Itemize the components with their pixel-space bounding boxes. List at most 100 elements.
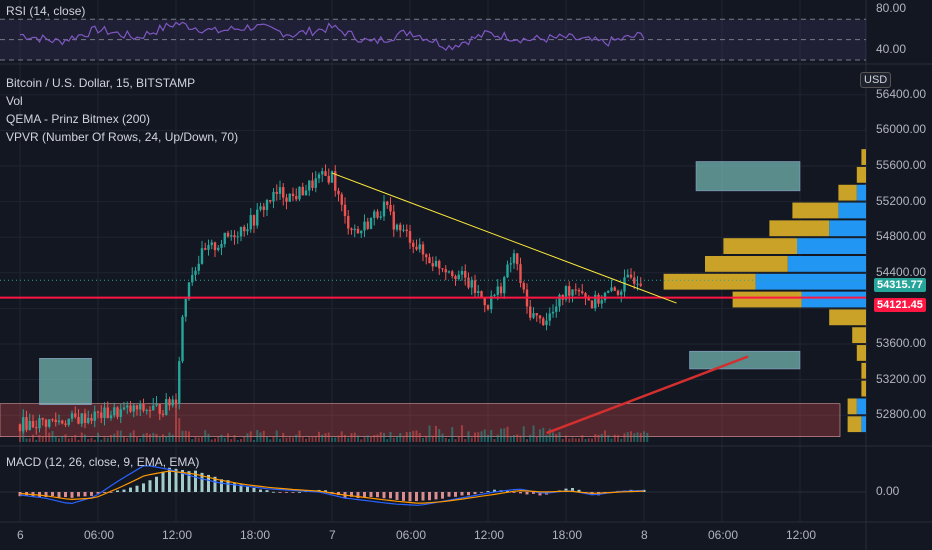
candle-body xyxy=(181,316,184,362)
volume-bar xyxy=(526,439,528,442)
vpvr-down-bar xyxy=(856,345,866,361)
candle-body xyxy=(265,200,269,210)
candle-body xyxy=(425,254,428,258)
price-tick-label: 55200.00 xyxy=(876,193,927,208)
volume-bar xyxy=(236,439,239,442)
macd-line xyxy=(19,465,645,506)
candle-body xyxy=(252,215,256,226)
vpvr-down-bar xyxy=(852,327,866,344)
volume-bar xyxy=(360,439,363,442)
candle-body xyxy=(243,226,246,232)
volume-bar xyxy=(41,436,44,442)
volume-bar xyxy=(409,432,411,442)
volume-bar xyxy=(444,437,447,442)
candle-body xyxy=(512,253,516,264)
volume-bar xyxy=(210,439,213,442)
volume-bar xyxy=(126,437,129,442)
volume-bar xyxy=(581,435,584,442)
candle-body xyxy=(522,282,525,290)
candle-body xyxy=(577,290,581,292)
macd-hist-bar xyxy=(356,492,360,499)
macd-hist-bar xyxy=(135,485,139,492)
macd-hist-bar xyxy=(428,492,431,501)
volume-bar xyxy=(548,428,551,442)
candle-body xyxy=(210,242,213,246)
vpvr-up-bar xyxy=(801,291,866,308)
candle-body xyxy=(291,193,295,197)
macd-hist-bar xyxy=(532,492,535,494)
macd-hist-bar xyxy=(44,492,48,498)
candle-body xyxy=(70,413,74,419)
volume-bar xyxy=(308,436,311,442)
macd-hist-bar xyxy=(187,471,191,492)
volume-bar xyxy=(171,434,174,442)
volume-bar xyxy=(454,439,457,442)
candle-body xyxy=(457,274,460,280)
volume-bar xyxy=(223,437,226,442)
volume-bar xyxy=(509,436,512,442)
volume-bar xyxy=(392,437,395,442)
candle-body xyxy=(67,418,70,425)
volume-bar xyxy=(487,434,489,442)
volume-bar xyxy=(61,435,64,442)
currency-label[interactable]: USD xyxy=(860,72,892,88)
vpvr-down-bar xyxy=(856,166,866,183)
candle-body xyxy=(226,232,230,237)
volume-bar xyxy=(207,433,210,442)
macd-hist-bar xyxy=(226,480,230,492)
vpvr-up-bar xyxy=(829,220,866,237)
macd-hist-bar xyxy=(486,491,490,492)
volume-bar xyxy=(353,432,356,442)
candle-body xyxy=(246,229,249,232)
candle-body xyxy=(503,277,506,294)
candle-body xyxy=(499,286,503,294)
candles xyxy=(18,164,642,437)
candle-body xyxy=(308,180,311,191)
volume-bar xyxy=(321,434,324,442)
volume-bar xyxy=(324,433,327,442)
macd-legend: MACD (12, 26, close, 9, EMA, EMA) xyxy=(6,455,200,469)
volume-bar xyxy=(80,432,83,442)
volume-bar xyxy=(363,437,366,442)
candle-body xyxy=(64,423,67,425)
volume-bar xyxy=(71,437,73,442)
vpvr-up-bar xyxy=(856,398,866,415)
volume-bar xyxy=(555,434,558,442)
time-tick-label: 18:00 xyxy=(552,528,583,542)
price-tick-label: 56400.00 xyxy=(876,86,927,101)
volume-bar xyxy=(594,434,597,442)
candle-body xyxy=(340,194,343,205)
volume-bar xyxy=(191,439,194,442)
candle-body xyxy=(538,315,542,319)
macd-hist-bar xyxy=(389,492,392,499)
candle-body xyxy=(610,287,613,291)
volume-bar xyxy=(461,425,463,442)
candle-body xyxy=(470,280,473,288)
volume-bar xyxy=(220,434,223,442)
macd-hist-bar xyxy=(519,492,522,494)
vpvr-up-bar xyxy=(856,184,866,201)
volume-bar xyxy=(334,437,337,442)
volume-bar xyxy=(347,437,350,442)
volume-bar xyxy=(474,432,476,442)
candle-body xyxy=(444,269,447,273)
candle-body xyxy=(236,236,239,238)
volume-bar xyxy=(314,435,317,442)
candle-body xyxy=(347,215,350,229)
volume-bar xyxy=(266,436,268,442)
candle-body xyxy=(428,257,431,264)
macd-hist-bar xyxy=(168,467,171,492)
candle-body xyxy=(28,421,31,430)
macd-hist-bar xyxy=(272,491,275,493)
candle-body xyxy=(213,242,217,251)
candle-body xyxy=(376,211,379,218)
candle-body xyxy=(408,231,412,243)
volume-bar xyxy=(457,436,460,442)
volume-bar xyxy=(340,431,343,442)
candle-body xyxy=(272,191,275,202)
candle-body xyxy=(629,274,633,278)
macd-hist-bar xyxy=(174,468,178,492)
macd-panel xyxy=(0,465,866,506)
